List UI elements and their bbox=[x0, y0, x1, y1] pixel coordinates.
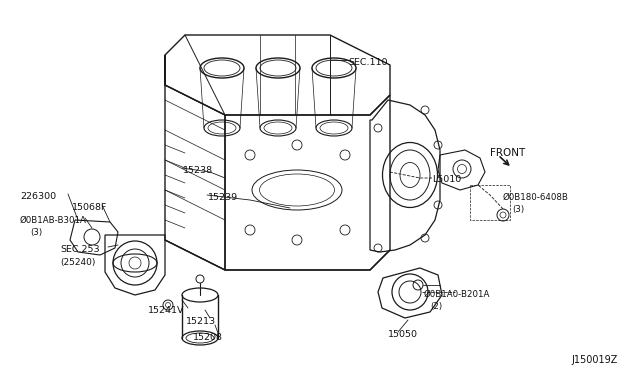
Text: SEC.110: SEC.110 bbox=[348, 58, 387, 67]
Text: (3): (3) bbox=[30, 228, 42, 237]
Text: (3): (3) bbox=[512, 205, 524, 214]
Text: FRONT: FRONT bbox=[490, 148, 525, 158]
Text: 226300: 226300 bbox=[20, 192, 56, 201]
Text: SEC.253: SEC.253 bbox=[60, 245, 100, 254]
Text: 15239: 15239 bbox=[208, 193, 238, 202]
Text: 15208: 15208 bbox=[193, 333, 223, 342]
Text: (25240): (25240) bbox=[60, 258, 95, 267]
Text: (2): (2) bbox=[430, 302, 442, 311]
Text: Ø0B180-6408B: Ø0B180-6408B bbox=[503, 193, 569, 202]
Text: L5010: L5010 bbox=[432, 175, 461, 184]
Text: 15241V: 15241V bbox=[148, 306, 184, 315]
Text: 15213: 15213 bbox=[186, 317, 216, 326]
Text: 15050: 15050 bbox=[388, 330, 418, 339]
Text: Ø0B1A0-B201A: Ø0B1A0-B201A bbox=[424, 290, 490, 299]
Text: Ø0B1AB-B301A: Ø0B1AB-B301A bbox=[20, 216, 87, 225]
Text: 15238: 15238 bbox=[183, 166, 213, 175]
Text: J150019Z: J150019Z bbox=[571, 355, 618, 365]
Text: 15068F: 15068F bbox=[72, 203, 108, 212]
